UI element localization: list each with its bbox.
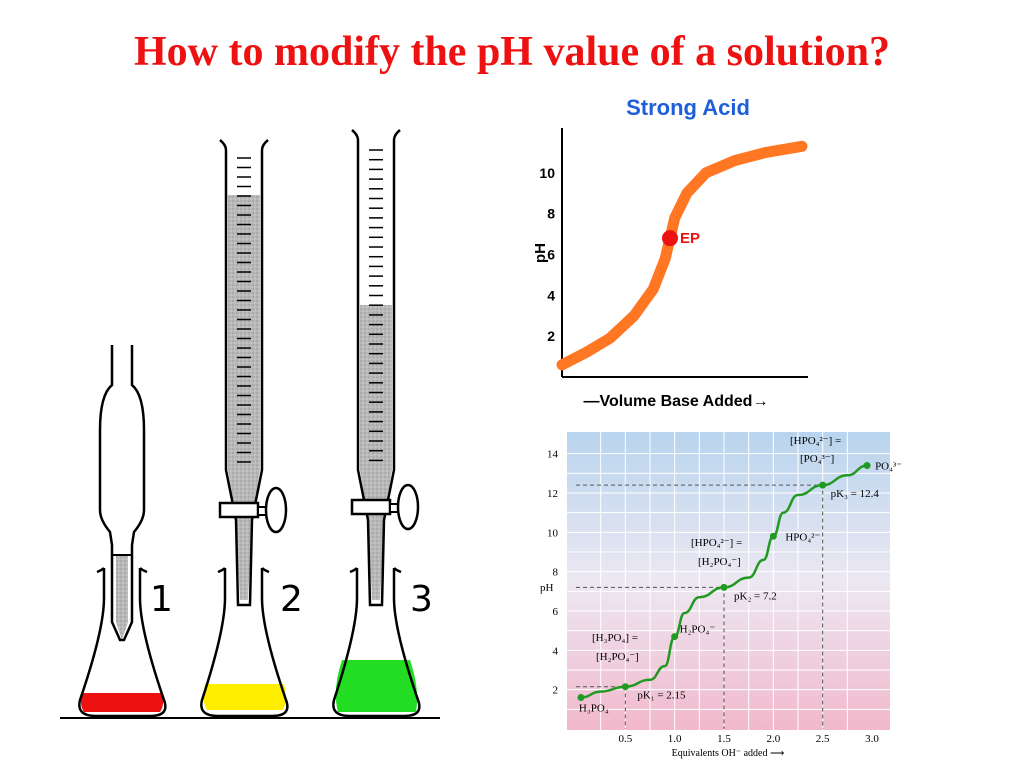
x-tick-label: 2.5	[816, 733, 830, 745]
y-tick-label: 2	[553, 685, 559, 697]
x-axis-label: Equivalents OH⁻ added ⟶	[672, 748, 785, 759]
y-tick-label: 4	[553, 645, 559, 657]
x-axis-label: —Volume Base Added→	[584, 393, 769, 410]
x-tick-label: 1.0	[668, 733, 682, 745]
point-label: H₂PO₄⁻	[680, 624, 716, 636]
flask-1-liquid	[80, 693, 164, 712]
point-label: HPO₄²⁻	[785, 531, 820, 543]
flask-3	[332, 567, 421, 718]
titration-curve	[556, 140, 808, 371]
flask-label-2: 2	[280, 579, 303, 620]
volumetric-pipette	[98, 345, 146, 642]
flask-2-liquid	[203, 684, 286, 710]
y-tick-label: 8	[547, 206, 555, 222]
svg-text:[PO₄³⁻]: [PO₄³⁻]	[800, 453, 834, 465]
y-tick-label: 8	[553, 567, 559, 579]
flask-1	[78, 567, 167, 718]
x-tick-label: 1.5	[717, 733, 731, 745]
equivalence-point-label: EP	[680, 230, 700, 247]
x-tick-label: 2.0	[766, 733, 780, 745]
data-point	[819, 481, 827, 489]
y-tick-label: 10	[547, 527, 559, 539]
point-label: pK₁ = 2.15	[637, 690, 686, 702]
equivalence-point-marker	[662, 230, 678, 247]
y-tick-label: 6	[547, 247, 555, 263]
y-tick-label: 10	[539, 165, 555, 181]
plot-area-background	[567, 432, 890, 730]
y-tick-label: 14	[547, 449, 559, 461]
svg-text:[HPO₄²⁻] =: [HPO₄²⁻] =	[790, 435, 841, 447]
annotation-3: [HPO₄²⁻] = [PO₄³⁻]	[790, 435, 841, 465]
flask-label-1: 1	[150, 579, 173, 620]
y-tick-label: 4	[547, 287, 555, 303]
grid	[567, 432, 890, 730]
svg-text:[H₂PO₄⁻]: [H₂PO₄⁻]	[698, 556, 741, 568]
flask-label-3: 3	[410, 579, 433, 620]
burette-3	[350, 129, 420, 607]
y-tick-labels: 2 4 6 8 10 12 14	[547, 449, 559, 697]
svg-text:[HPO₄²⁻] =: [HPO₄²⁻] =	[691, 537, 742, 549]
data-point	[720, 583, 728, 591]
y-tick-labels: 2 4 6 8 10	[539, 165, 555, 344]
flask-3-liquid	[335, 660, 418, 712]
point-labels: H₃PO₄ pK₁ = 2.15 H₂PO₄⁻ pK₂ = 7.2 HPO₄²⁻ pK₃ …	[579, 460, 902, 714]
annotation-2: [HPO₄²⁻] = [H₂PO₄⁻]	[691, 537, 742, 568]
flask-2	[200, 567, 289, 718]
point-label: pK₃ = 12.4	[831, 488, 880, 500]
x-tick-labels: 0.5 1.0 1.5 2.0 2.5 3.0	[618, 733, 879, 745]
y-axis-label: pH	[540, 582, 554, 594]
y-tick-label: 6	[553, 606, 559, 618]
data-point	[863, 461, 871, 469]
x-tick-label: 0.5	[618, 733, 632, 745]
lab-apparatus: 1 2 3	[60, 129, 440, 719]
burette-2	[218, 139, 288, 607]
y-axis-label: pH	[532, 243, 549, 263]
strong-acid-chart: Strong Acid 2 4 6 8 10 pH —Volume Base Added…	[532, 95, 808, 410]
data-point	[769, 532, 777, 540]
x-tick-label: 3.0	[865, 733, 879, 745]
data-points	[577, 461, 871, 702]
data-point	[577, 694, 585, 702]
data-point	[621, 683, 629, 691]
svg-text:[H₂PO₄⁻]: [H₂PO₄⁻]	[596, 651, 639, 663]
point-label: pK₂ = 7.2	[734, 590, 777, 602]
y-tick-label: 2	[547, 328, 555, 344]
data-point	[671, 633, 679, 641]
svg-text:[H₃PO₄] =: [H₃PO₄] =	[592, 632, 638, 644]
chart-title: Strong Acid	[626, 95, 750, 120]
point-label: PO₄³⁻	[875, 460, 902, 472]
y-tick-label: 12	[547, 488, 558, 500]
phosphoric-acid-chart: 2 4 6 8 10 12 14 0.5 1.0 1.5 2.0 2.5 3.0 pH Equival…	[540, 432, 902, 759]
annotation-1: [H₃PO₄] = [H₂PO₄⁻]	[592, 632, 639, 663]
point-label: H₃PO₄	[579, 703, 609, 715]
slide-title: How to modify the pH value of a solution…	[133, 29, 891, 75]
